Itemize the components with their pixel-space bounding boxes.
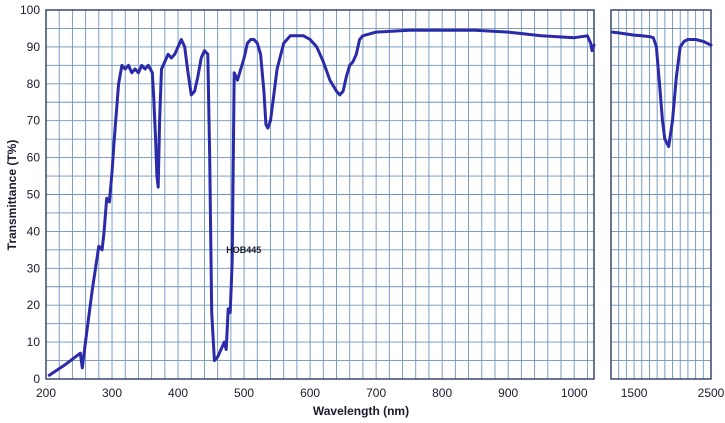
x-tick-label: 200 [36,386,56,400]
x-tick-label: 600 [300,386,320,400]
x-axis-ticks: 200 300 400 500 600 700 800 900 1000 1500 2500 [36,386,725,400]
y-tick-label: 70 [27,114,41,128]
x-tick-label: 1500 [621,386,648,400]
transmittance-line-panel-1 [47,28,596,377]
y-axis-title: Transmittance (T%) [5,140,19,251]
y-tick-label: 80 [27,77,41,91]
x-tick-label: 1000 [561,386,588,400]
x-tick-label: 700 [366,386,386,400]
y-tick-label: 60 [27,151,41,165]
x-tick-label: 400 [168,386,188,400]
grid-right-panel [611,9,712,380]
x-tick-label: 800 [432,386,452,400]
y-tick-label: 90 [27,40,41,54]
filter-code-label: HOB445 [226,245,261,255]
y-tick-label: 30 [27,261,41,275]
y-tick-label: 0 [33,372,40,386]
x-tick-label: 300 [102,386,122,400]
x-axis-title: Wavelength (nm) [313,404,409,418]
y-tick-label: 100 [20,3,40,17]
grid-left-panel [45,9,594,380]
y-tick-label: 20 [27,298,41,312]
y-tick-label: 50 [27,188,41,202]
x-tick-label: 500 [234,386,254,400]
transmittance-line-panel-2 [611,30,713,148]
x-tick-label: 900 [498,386,518,400]
series-lines [47,28,713,377]
y-tick-label: 40 [27,224,41,238]
y-axis-ticks: 0 10 20 30 40 50 60 70 80 90 100 [20,3,40,386]
plot-frame-right [610,9,712,380]
x-tick-label: 2500 [698,386,725,400]
plot-frame-left [45,9,595,380]
y-tick-label: 10 [27,335,41,349]
